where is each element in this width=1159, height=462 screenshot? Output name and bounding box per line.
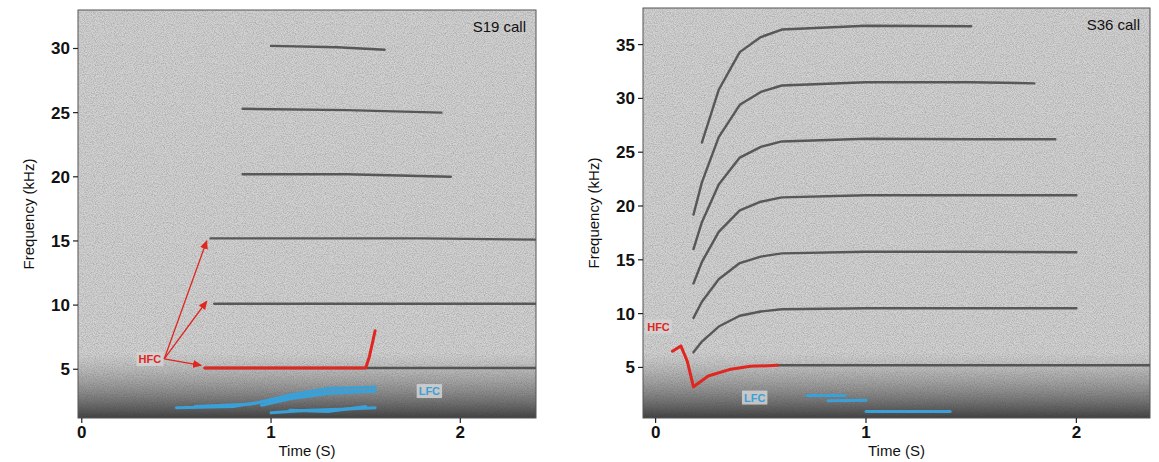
x-tick-label: 0 [651,423,660,442]
harmonic-line [271,46,385,50]
y-tick [638,205,643,206]
y-tick-label: 35 [616,36,635,55]
annotation-arrow [164,359,201,365]
noise-texture [643,8,1150,418]
x-tick-label: 1 [266,423,275,442]
contour-line [828,399,866,403]
contour-line [807,394,845,397]
annotation: LFC [417,384,442,398]
y-tick [73,369,78,370]
y-tick [638,152,643,153]
y-tick-label: 5 [626,358,635,377]
y-tick [638,313,643,314]
y-tick [73,176,78,177]
annotation-label: HFC [139,353,162,365]
harmonic-line [778,364,1150,366]
y-tick [73,48,78,49]
y-tick [73,240,78,241]
contour-line [262,391,376,405]
label-patch [137,352,164,366]
x-axis-title: Time (S) [868,442,925,459]
annotation-label: HFC [647,321,670,333]
annotation-label: LFC [419,385,440,397]
label-patch [417,384,442,398]
y-tick-label: 20 [51,168,70,187]
y-tick-label: 25 [51,104,70,123]
figure: 51015202530012Time (S)Frequency (kHz)S19… [0,0,1159,462]
low-frequency-band [78,10,536,418]
panel: 5 10 15 20 25 30 35 0 1 2 Time (S) Frequency (kHz) S… [585,8,1150,459]
annotation-arrow [164,241,206,359]
panel: 5 10 15 20 25 30 0 1 2 Time (S) Frequency (kHz) S19… [20,10,536,459]
harmonic-line [243,174,451,177]
contour-line [195,387,375,406]
y-tick-label: 10 [616,305,635,324]
label-patch [742,391,767,405]
y-axis-title: Frequency (kHz) [585,158,602,269]
harmonic-line [702,26,971,143]
y-tick [638,44,643,45]
panel-title: S19 call [473,18,526,35]
low-frequency-band [643,8,1150,418]
y-tick-label: 15 [616,251,635,270]
contour-line [205,331,375,368]
annotation: LFC [742,391,767,405]
y-tick [638,98,643,99]
plot-background [78,10,536,418]
harmonic-line [693,308,1076,352]
series-group [672,26,1150,412]
plot-frame [78,10,536,418]
harmonic-line [693,195,1076,283]
x-tick-label: 0 [77,423,86,442]
contour-line [672,346,777,387]
y-tick-label: 15 [51,232,70,251]
label-patch [645,320,672,334]
y-tick-label: 20 [616,197,635,216]
harmonic-line [693,82,1034,214]
x-tick-label: 2 [456,423,465,442]
x-axis-title: Time (S) [279,442,336,459]
harmonic-line [243,109,442,113]
contour-line [866,410,950,413]
harmonic-line [210,238,536,239]
harmonic-line [214,303,536,305]
y-tick-label: 30 [616,89,635,108]
y-tick-label: 30 [51,39,70,58]
plot-background [643,8,1150,418]
panel-title: S36 call [1087,16,1140,33]
annotation-label: LFC [744,392,765,404]
contour-line [290,406,366,411]
harmonic-line [693,139,1055,249]
x-tick-label: 1 [861,423,870,442]
y-tick [73,304,78,305]
annotation: HFC [137,241,207,366]
y-tick-label: 25 [616,143,635,162]
y-tick [638,367,643,368]
y-tick [638,259,643,260]
y-axis-title: Frequency (kHz) [20,159,37,270]
y-tick-label: 5 [61,360,70,379]
plot-frame [643,8,1150,418]
noise-texture [78,10,536,418]
annotation: HFC [645,320,672,334]
y-tick-label: 10 [51,296,70,315]
harmonic-line [693,252,1076,318]
x-tick-label: 2 [1072,423,1081,442]
y-tick [73,112,78,113]
annotation-arrow [164,301,206,359]
series-group [176,46,536,413]
